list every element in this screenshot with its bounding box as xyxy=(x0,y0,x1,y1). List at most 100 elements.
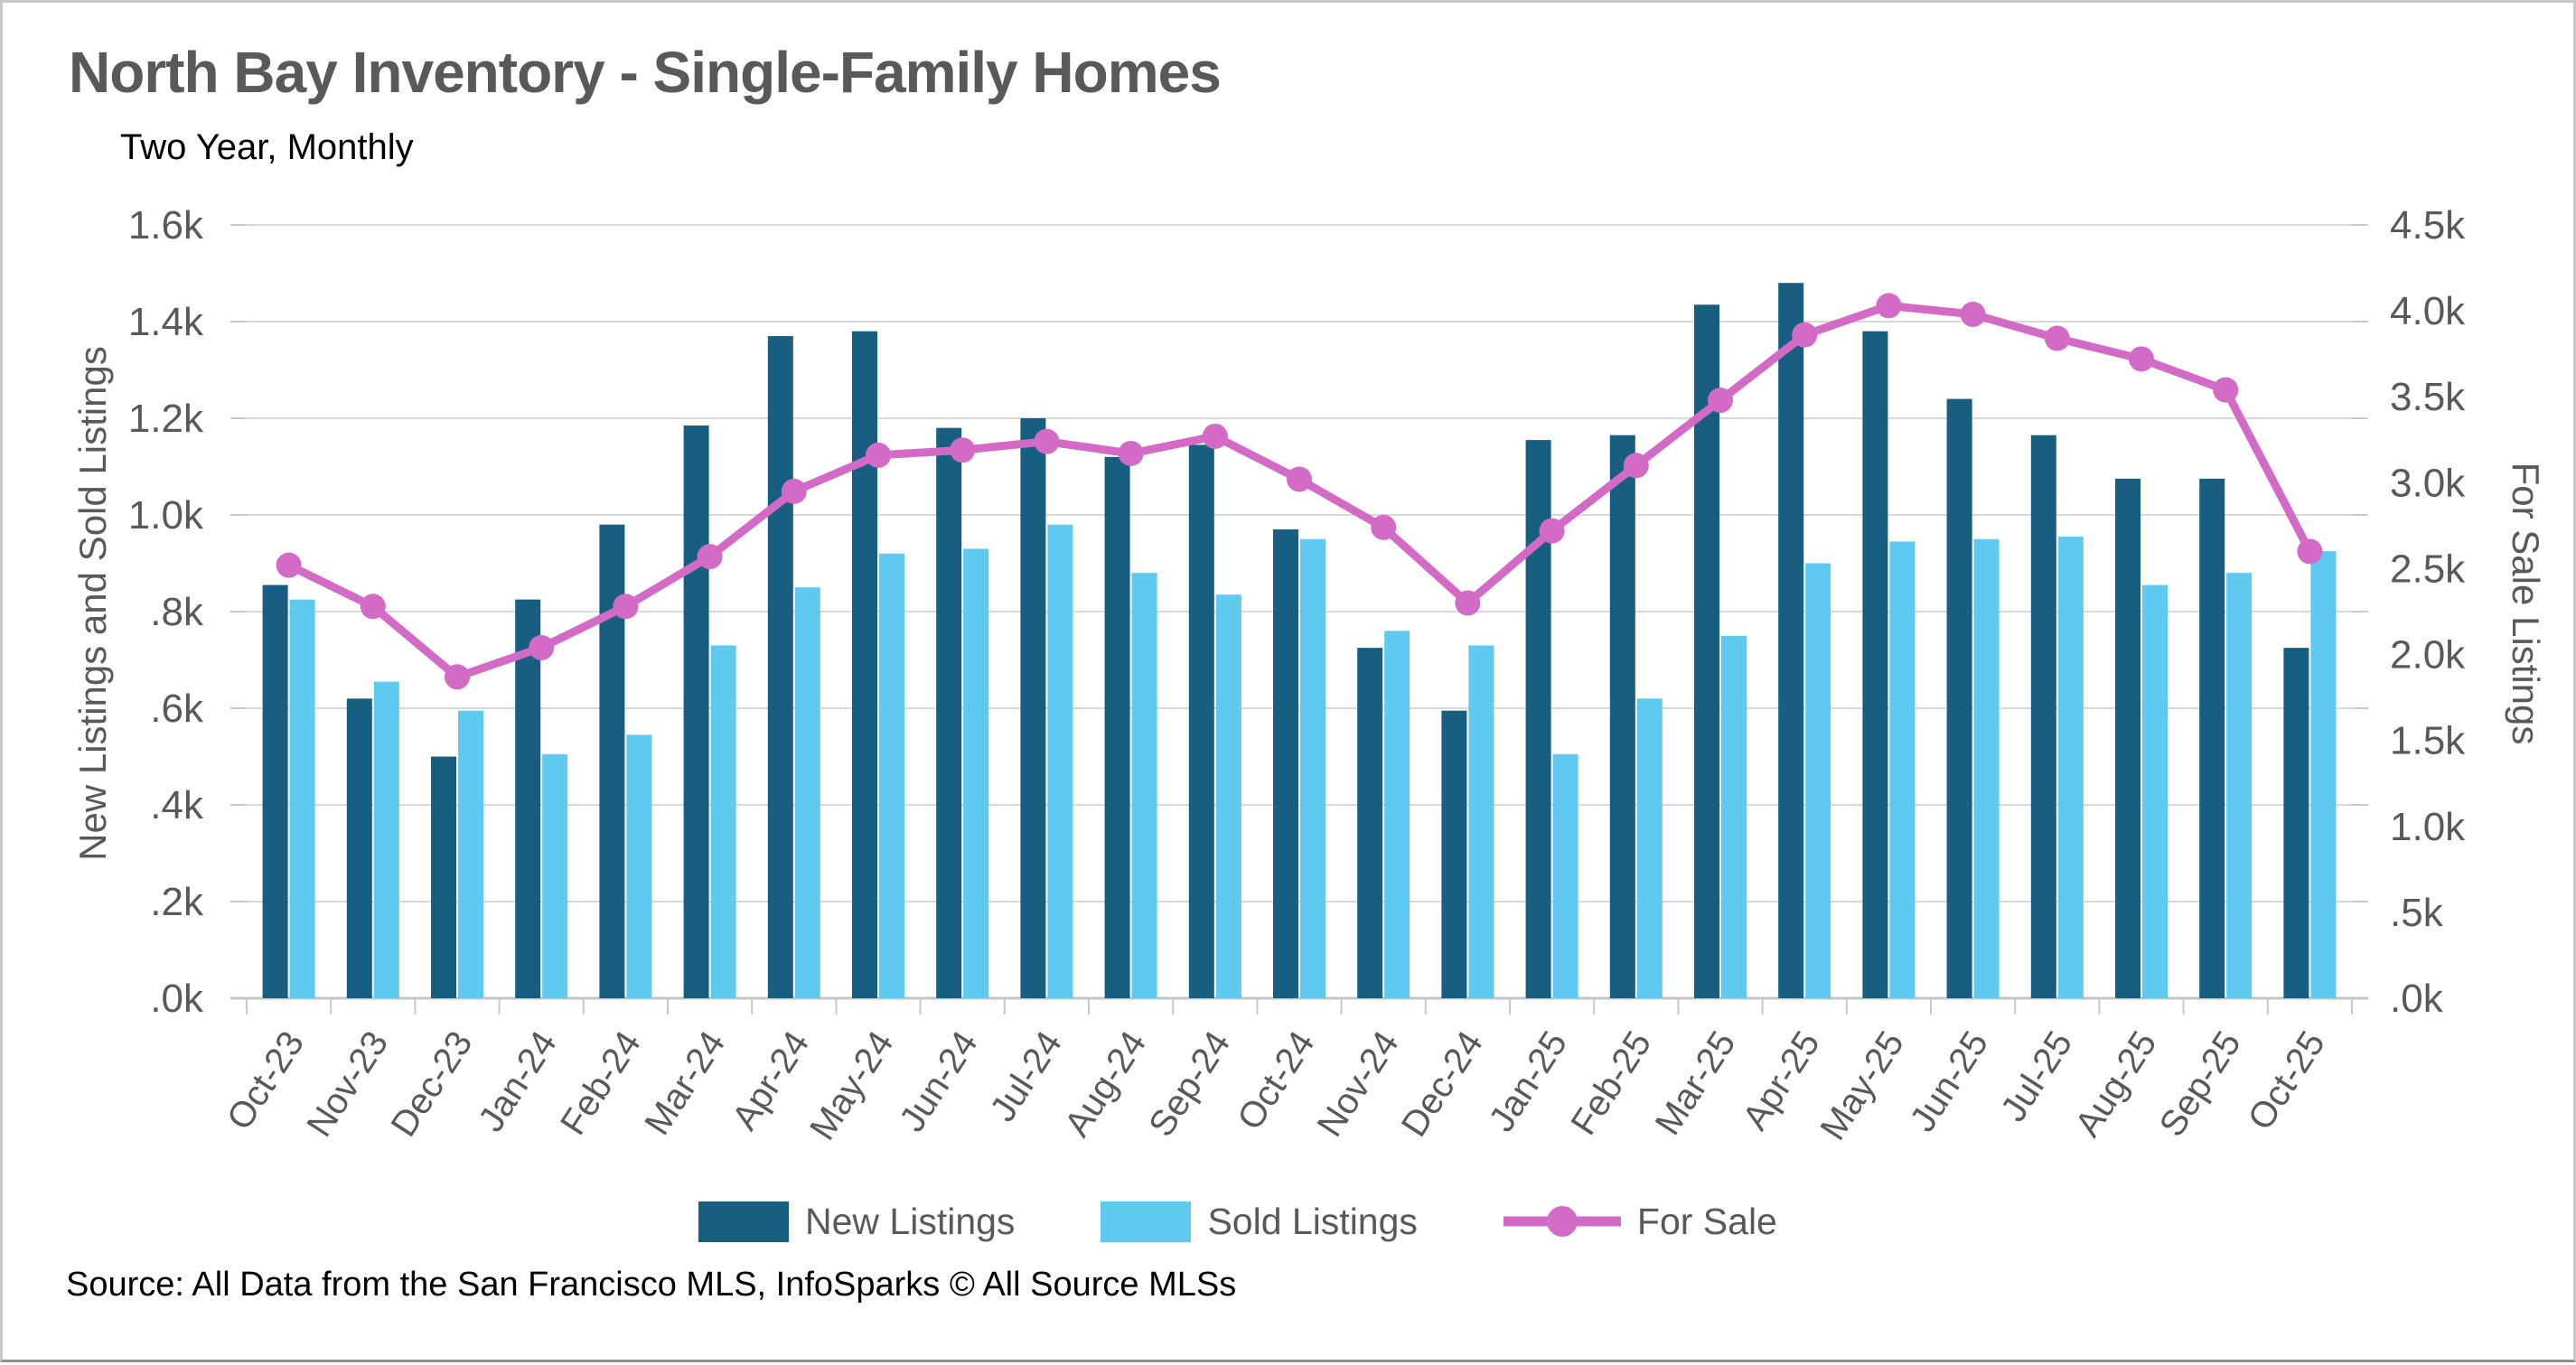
legend-item-for-sale: For Sale xyxy=(1503,1201,1777,1243)
left-axis-tick-label: .0k xyxy=(150,977,204,1021)
sold-listings-bar xyxy=(1300,538,1325,998)
for-sale-line-marker-icon xyxy=(1503,1206,1621,1237)
for-sale-point xyxy=(1202,423,1228,449)
x-axis-month-label: Aug-25 xyxy=(2067,1024,2164,1144)
new-listings-bar xyxy=(262,584,288,998)
sold-listings-bar xyxy=(1889,541,1916,998)
sold-listings-bar xyxy=(1131,573,1157,998)
new-listings-bar xyxy=(683,425,709,998)
sold-listings-bar xyxy=(1468,645,1494,998)
x-axis-month-label: Nov-24 xyxy=(1310,1024,1407,1144)
sold-listings-bar xyxy=(2226,573,2253,998)
sold-listings-bar xyxy=(289,599,315,998)
x-axis-month-label: Sep-25 xyxy=(2152,1024,2249,1144)
for-sale-point xyxy=(1960,301,1986,327)
new-listings-bar xyxy=(936,427,962,998)
for-sale-point xyxy=(2297,538,2323,565)
sold-listings-bar xyxy=(1215,594,1241,998)
right-axis-tick-label: 4.5k xyxy=(2390,203,2466,248)
x-axis-month-label: Oct-24 xyxy=(1230,1024,1322,1137)
sold-listings-bar xyxy=(2142,584,2168,998)
x-axis-month-label: Jul-24 xyxy=(983,1024,1070,1128)
right-axis-tick-label: 3.0k xyxy=(2390,461,2466,505)
sold-listings-bar xyxy=(626,734,652,998)
new-listings-bar xyxy=(346,698,372,998)
sold-listings-bar xyxy=(542,753,568,998)
right-axis-tick-label: .0k xyxy=(2390,977,2444,1021)
x-axis-month-label: Mar-24 xyxy=(637,1024,733,1142)
chart-subtitle: Two Year, Monthly xyxy=(120,127,414,167)
new-listings-bar xyxy=(1273,529,1298,998)
legend-item-new-listings: New Listings xyxy=(698,1201,1015,1243)
x-axis-month-label: Jan-24 xyxy=(471,1024,565,1139)
right-axis-tick-label: .5k xyxy=(2390,891,2444,935)
for-sale-point xyxy=(1371,514,1397,540)
for-sale-point xyxy=(613,594,639,620)
new-listings-bar xyxy=(1946,398,1972,999)
x-axis-month-label: Aug-24 xyxy=(1057,1024,1154,1144)
sold-listings-bar xyxy=(1721,635,1747,998)
for-sale-point xyxy=(950,437,976,463)
for-sale-point xyxy=(360,594,386,620)
for-sale-point xyxy=(1539,518,1565,544)
left-axis-tick-label: .8k xyxy=(150,590,204,634)
x-axis-month-label: Jul-25 xyxy=(1993,1024,2080,1128)
left-axis-tick-label: 1.6k xyxy=(128,203,204,248)
new-listings-bar xyxy=(852,331,877,998)
for-sale-point xyxy=(1118,440,1144,466)
left-axis-tick-label: .6k xyxy=(150,687,204,731)
for-sale-point xyxy=(1034,428,1060,454)
new-listings-bar xyxy=(2030,435,2056,999)
new-listings-bar xyxy=(1778,283,1804,998)
for-sale-point xyxy=(445,664,470,690)
left-axis-tick-label: .4k xyxy=(150,783,204,827)
for-sale-point xyxy=(2044,325,2070,351)
x-axis-month-label: Oct-23 xyxy=(220,1024,312,1137)
for-sale-point xyxy=(1455,590,1481,616)
right-axis-tick-label: 2.5k xyxy=(2390,547,2466,591)
new-listings-bar xyxy=(1862,331,1888,998)
sold-listings-bar xyxy=(794,587,820,998)
sold-listings-bar xyxy=(1384,631,1410,998)
for-sale-point xyxy=(697,544,723,570)
chart-legend: New Listings Sold Listings For Sale xyxy=(698,1201,1777,1243)
x-axis-month-label: Dec-23 xyxy=(383,1024,480,1144)
sold-listings-bar xyxy=(458,710,483,998)
sold-listings-bar xyxy=(2057,537,2084,998)
legend-item-sold-listings: Sold Listings xyxy=(1101,1201,1418,1243)
right-axis-tick-label: 4.0k xyxy=(2390,289,2466,333)
right-axis-tick-label: 1.0k xyxy=(2390,805,2466,849)
new-listings-bar xyxy=(767,336,793,998)
for-sale-point xyxy=(866,442,891,468)
sold-listings-bar xyxy=(879,553,904,998)
for-sale-legend-dot xyxy=(1546,1206,1578,1237)
new-listings-bar xyxy=(1104,456,1130,998)
new-listings-bar xyxy=(1441,710,1467,998)
for-sale-point xyxy=(2129,346,2154,372)
chart-plot-area: 1.6k 1.4k 1.2k 1.0k .8k .6k .4k .2k .0k 4.5k 4.0k 3… xyxy=(128,203,2466,1147)
new-listings-bar xyxy=(431,756,456,998)
for-sale-point xyxy=(1623,453,1649,479)
for-sale-point xyxy=(1792,322,1818,348)
right-axis-tick-label: 3.5k xyxy=(2390,375,2466,419)
sold-listings-bar xyxy=(1552,753,1578,998)
legend-label-for-sale: For Sale xyxy=(1636,1201,1777,1242)
x-axis-month-label: Jan-25 xyxy=(1482,1024,1576,1139)
x-axis-month-label: May-25 xyxy=(1813,1024,1912,1147)
new-listings-swatch-icon xyxy=(698,1201,789,1242)
left-axis-tick-label: .2k xyxy=(150,880,204,924)
x-axis-month-label: Sep-24 xyxy=(1141,1024,1238,1144)
left-axis-tick-label: 1.0k xyxy=(128,493,204,538)
for-sale-point xyxy=(1876,293,1902,319)
new-listings-bar xyxy=(2283,648,2309,998)
for-sale-point xyxy=(529,634,555,660)
right-axis-tick-label: 1.5k xyxy=(2390,719,2466,763)
new-listings-bar xyxy=(2199,478,2225,998)
new-listings-bar xyxy=(515,599,541,998)
sold-listings-bar xyxy=(1973,538,2000,998)
legend-label-new-listings: New Listings xyxy=(805,1201,1016,1242)
x-axis-month-label: Apr-24 xyxy=(725,1024,817,1137)
x-axis-month-label: Jun-24 xyxy=(892,1024,986,1139)
right-axis-tick-label: 2.0k xyxy=(2390,633,2466,678)
